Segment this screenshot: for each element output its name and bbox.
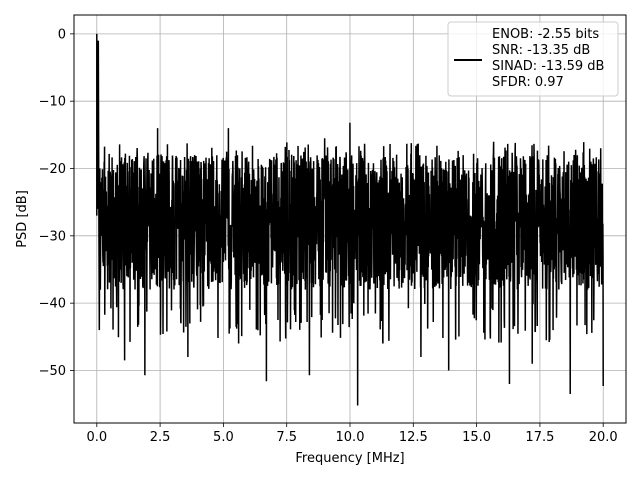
x-tick-label: 15.0: [462, 430, 491, 445]
legend-box: [447, 21, 619, 97]
legend-line-text: ENOB: -2.55 bits: [492, 27, 599, 42]
x-tick-label: 12.5: [399, 430, 428, 445]
y-tick-label: −30: [39, 229, 66, 244]
x-axis-ticks: 0.0 2.5 5.0 7.5 10.0 12.5 15.0 17.5 20.0: [86, 423, 618, 445]
x-tick-label: 17.5: [525, 430, 554, 445]
legend-line-text: SINAD: -13.59 dB: [492, 59, 604, 74]
legend: ENOB: -2.55 bits SNR: -13.35 dB SINAD: -13…: [447, 21, 619, 97]
x-axis-label: Frequency [MHz]: [295, 451, 404, 466]
x-tick-label: 5.0: [213, 430, 234, 445]
x-tick-label: 20.0: [589, 430, 618, 445]
legend-line-text: SFDR: 0.97: [492, 75, 564, 90]
plot-area: [96, 33, 604, 406]
y-axis-ticks: 0 −10 −20 −30 −40 −50: [39, 27, 74, 379]
x-tick-label: 10.0: [336, 430, 365, 445]
legend-line-text: SNR: -13.35 dB: [492, 43, 590, 58]
x-tick-label: 7.5: [276, 430, 297, 445]
y-tick-label: −10: [39, 95, 66, 110]
y-axis-label: PSD [dB]: [15, 190, 30, 248]
y-tick-label: −20: [39, 162, 66, 177]
y-tick-label: −40: [39, 297, 66, 312]
psd-series-line: [96, 33, 604, 406]
y-tick-label: −50: [39, 364, 66, 379]
x-tick-label: 0.0: [86, 430, 107, 445]
y-tick-label: 0: [58, 27, 66, 42]
legend-label: ENOB: -2.55 bits SNR: -13.35 dB SINAD: -13…: [492, 27, 604, 90]
x-tick-label: 2.5: [150, 430, 171, 445]
